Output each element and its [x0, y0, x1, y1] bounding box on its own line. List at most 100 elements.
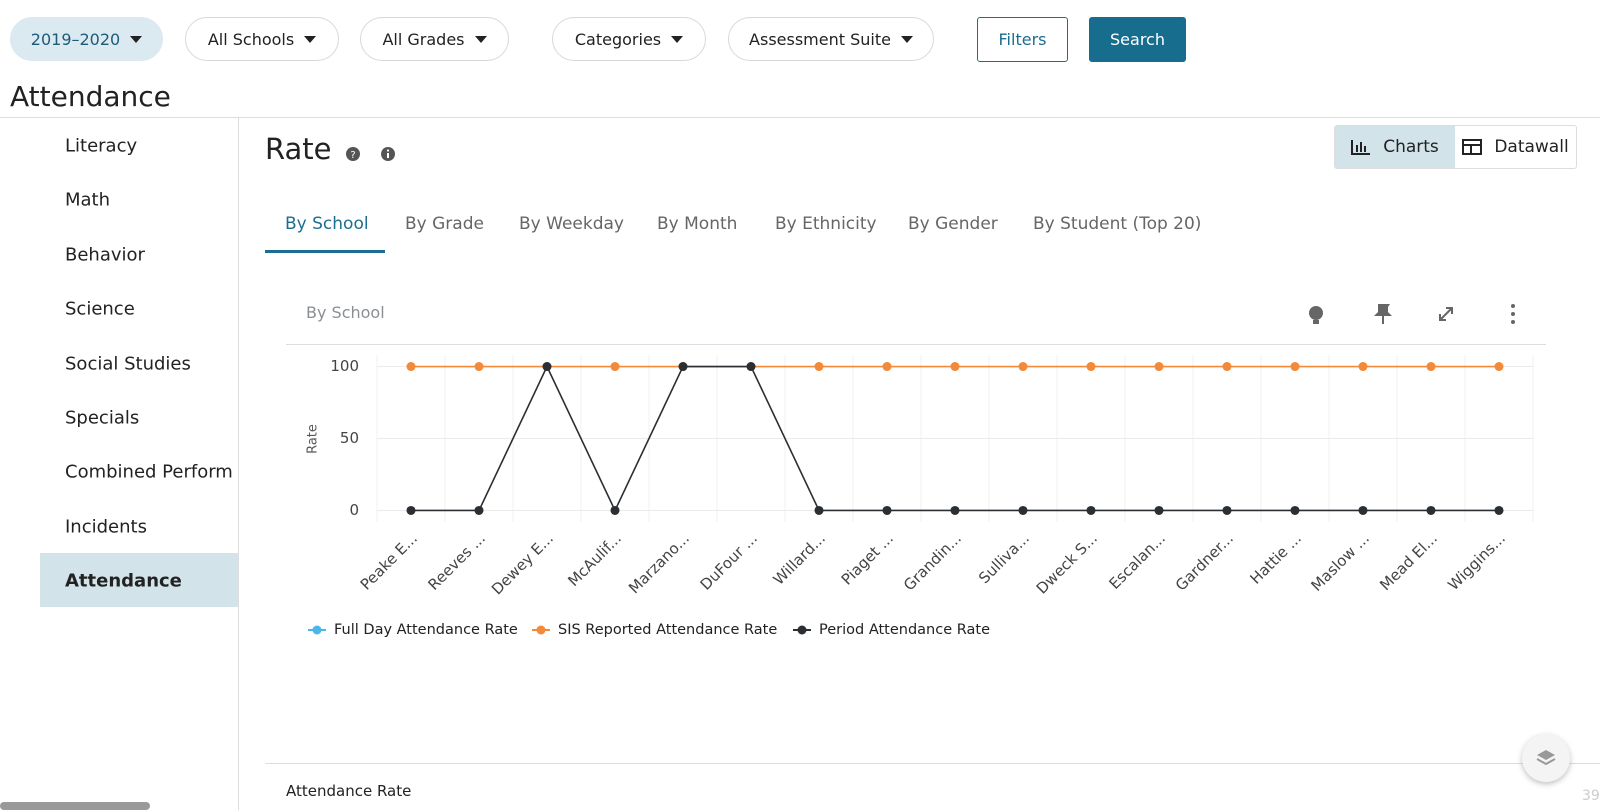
card-divider: [286, 344, 1546, 345]
x-tick-label: Dewey E...: [488, 529, 557, 598]
sidebar-item[interactable]: Social Studies: [65, 353, 191, 375]
x-tick-label: Marzano...: [625, 529, 693, 597]
point: [406, 505, 416, 515]
point: [474, 362, 484, 372]
legend-dot: [797, 625, 807, 635]
x-tick-label: Dweck S...: [1033, 529, 1101, 597]
x-tick-label: Maslow ...: [1308, 529, 1374, 595]
point: [610, 362, 620, 372]
point: [610, 505, 620, 515]
suite-label: Assessment Suite: [749, 29, 891, 49]
point: [950, 505, 960, 515]
scrollbar[interactable]: [0, 802, 150, 810]
category-select[interactable]: Categories: [552, 17, 706, 61]
x-tick-label: Reeves ...: [425, 529, 489, 593]
sidebar-item[interactable]: Attendance: [65, 570, 182, 592]
tab[interactable]: By Gender: [908, 214, 998, 234]
legend-dot: [312, 625, 322, 635]
y-axis-label: Rate: [306, 424, 321, 454]
point: [950, 362, 960, 372]
charts-toggle[interactable]: Charts: [1335, 126, 1455, 168]
footer-divider: [265, 763, 1600, 764]
x-tick-label: Gardner...: [1172, 529, 1237, 594]
tab[interactable]: By School: [285, 214, 369, 234]
point: [1290, 362, 1300, 372]
point: [542, 362, 552, 372]
y-tick-label: 0: [349, 501, 359, 519]
chart: Rate 0 50 100 Peake E... Reeves ...Dewey E..…: [306, 355, 1534, 638]
x-tick-label: Sulliva...: [975, 529, 1033, 587]
charts-label: Charts: [1383, 137, 1439, 157]
x-tick-label: Hattie ...: [1247, 529, 1305, 587]
y-tick-label: 100: [330, 357, 359, 375]
school-label: All Schools: [207, 29, 295, 49]
grade-select[interactable]: All Grades: [360, 17, 509, 61]
sidebar-item[interactable]: Combined Perform: [65, 461, 233, 483]
point: [882, 505, 892, 515]
point: [1494, 362, 1504, 372]
x-tick-label: Wiggins...: [1444, 529, 1509, 594]
x-tick-label: Willard...: [770, 529, 829, 588]
legend-label: SIS Reported Attendance Rate: [558, 622, 777, 638]
sidebar-item[interactable]: Incidents: [65, 516, 147, 538]
point: [882, 362, 892, 372]
x-tick-label: DuFour ...: [697, 529, 761, 593]
sidebar-item[interactable]: Behavior: [65, 244, 145, 266]
datawall-toggle[interactable]: Datawall: [1455, 126, 1576, 168]
page-title: Attendance: [10, 80, 171, 113]
sidebar-item[interactable]: Literacy: [65, 135, 138, 157]
search-button[interactable]: Search: [1089, 17, 1186, 62]
point: [1358, 362, 1368, 372]
point: [1426, 362, 1436, 372]
grade-label: All Grades: [382, 29, 465, 49]
point: [1290, 505, 1300, 515]
x-tick-label: Escalan...: [1105, 529, 1169, 593]
point: [1426, 505, 1436, 515]
info-icons: ?: [346, 147, 395, 161]
point: [1494, 505, 1504, 515]
suite-select[interactable]: Assessment Suite: [728, 17, 934, 61]
point: [1018, 362, 1028, 372]
section-title: Rate: [265, 132, 332, 166]
point: [474, 505, 484, 515]
tab[interactable]: By Month: [657, 214, 738, 234]
legend-label: Period Attendance Rate: [819, 622, 990, 638]
point: [814, 362, 824, 372]
svg-text:?: ?: [350, 150, 355, 161]
year-select[interactable]: 2019–2020: [10, 17, 163, 61]
point: [1086, 505, 1096, 515]
view-toggle: Charts Datawall: [1334, 125, 1577, 169]
tab[interactable]: By Student (Top 20): [1033, 214, 1202, 234]
card-title: By School: [306, 303, 385, 322]
point: [746, 362, 756, 372]
layers-button[interactable]: [1522, 734, 1570, 782]
filters-button[interactable]: Filters: [977, 17, 1068, 62]
tab[interactable]: By Grade: [405, 214, 484, 234]
tab[interactable]: By Ethnicity: [775, 214, 877, 234]
tab[interactable]: By Weekday: [519, 214, 624, 234]
x-tick-label: Peake E...: [357, 529, 421, 593]
x-tick-label: McAulif...: [564, 529, 625, 590]
divider: [0, 117, 1600, 118]
sidebar-item[interactable]: Specials: [65, 407, 140, 429]
footer-title: Attendance Rate: [286, 782, 412, 800]
school-select[interactable]: All Schools: [185, 17, 339, 61]
x-tick-label: Grandin...: [900, 529, 965, 594]
point: [1222, 362, 1232, 372]
category-label: Categories: [574, 29, 662, 49]
point: [406, 362, 416, 372]
sidebar-border: [238, 118, 239, 810]
sidebar-active: [40, 553, 238, 607]
point: [678, 362, 688, 372]
sidebar-item[interactable]: Science: [65, 298, 135, 320]
point: [1358, 505, 1368, 515]
point: [1154, 505, 1164, 515]
legend-label: Full Day Attendance Rate: [334, 622, 518, 638]
sidebar-item[interactable]: Math: [65, 189, 111, 211]
corner-number: 39: [1582, 788, 1600, 804]
x-tick-label: Mead El...: [1376, 529, 1441, 594]
point: [814, 505, 824, 515]
x-tick-label: Piaget ...: [838, 529, 897, 588]
point: [1086, 362, 1096, 372]
